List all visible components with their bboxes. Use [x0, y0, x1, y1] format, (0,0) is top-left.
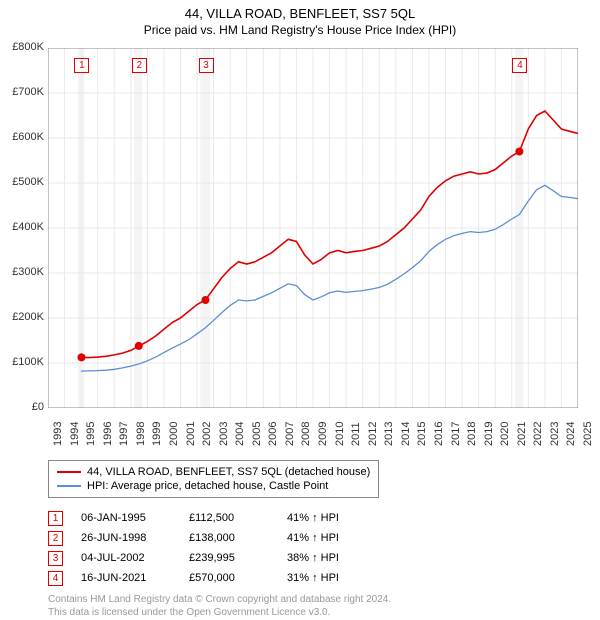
table-row: 4 16-JUN-2021 £570,000 31% ↑ HPI — [48, 568, 377, 588]
footer-line-1: Contains HM Land Registry data © Crown c… — [48, 594, 391, 607]
table-pct: 41% ↑ HPI — [287, 512, 377, 524]
x-tick-label: 2017 — [450, 422, 462, 446]
x-tick-label: 2022 — [532, 422, 544, 446]
x-tick-label: 1997 — [118, 422, 130, 446]
table-price: £138,000 — [189, 532, 269, 544]
x-tick-label: 2021 — [516, 422, 528, 446]
x-tick-label: 2001 — [185, 422, 197, 446]
table-row: 2 26-JUN-1998 £138,000 41% ↑ HPI — [48, 528, 377, 548]
marker-index-box: 1 — [74, 58, 89, 73]
x-tick-label: 2011 — [350, 422, 362, 446]
table-index-box: 2 — [48, 531, 63, 546]
table-pct: 41% ↑ HPI — [287, 532, 377, 544]
table-pct: 38% ↑ HPI — [287, 552, 377, 564]
x-tick-label: 2005 — [251, 422, 263, 446]
x-tick-label: 1996 — [102, 422, 114, 446]
x-tick-label: 2012 — [367, 422, 379, 446]
x-tick-label: 1994 — [69, 422, 81, 446]
table-index-box: 1 — [48, 511, 63, 526]
table-date: 16-JUN-2021 — [81, 572, 171, 584]
chart-area — [48, 48, 578, 408]
x-tick-label: 2018 — [466, 422, 478, 446]
table-date: 04-JUL-2002 — [81, 552, 171, 564]
table-price: £570,000 — [189, 572, 269, 584]
y-tick-label: £600K — [4, 131, 44, 143]
y-tick-label: £800K — [4, 41, 44, 53]
legend: 44, VILLA ROAD, BENFLEET, SS7 5QL (detac… — [48, 460, 379, 498]
legend-label: HPI: Average price, detached house, Cast… — [87, 480, 328, 492]
x-tick-label: 1999 — [151, 422, 163, 446]
y-tick-label: £300K — [4, 266, 44, 278]
x-tick-label: 2023 — [549, 422, 561, 446]
legend-item: HPI: Average price, detached house, Cast… — [57, 479, 370, 493]
x-tick-label: 2013 — [383, 422, 395, 446]
table-row: 1 06-JAN-1995 £112,500 41% ↑ HPI — [48, 508, 377, 528]
x-tick-label: 2007 — [284, 422, 296, 446]
table-index-box: 4 — [48, 571, 63, 586]
chart-container: { "title": "44, VILLA ROAD, BENFLEET, SS… — [0, 0, 600, 620]
x-axis-labels: 1993 1994 1995 1996 1997 1998 1999 2000 2001 2002… — [48, 412, 578, 462]
x-tick-label: 2019 — [483, 422, 495, 446]
table-pct: 31% ↑ HPI — [287, 572, 377, 584]
table-price: £239,995 — [189, 552, 269, 564]
y-tick-label: £0 — [4, 401, 44, 413]
table-index-box: 3 — [48, 551, 63, 566]
x-tick-label: 2010 — [334, 422, 346, 446]
footer-line-2: This data is licensed under the Open Gov… — [48, 607, 391, 620]
table-price: £112,500 — [189, 512, 269, 524]
marker-index-box: 2 — [132, 58, 147, 73]
x-tick-label: 2016 — [433, 422, 445, 446]
x-tick-label: 1995 — [85, 422, 97, 446]
table-date: 06-JAN-1995 — [81, 512, 171, 524]
marker-index-box: 4 — [512, 58, 527, 73]
x-tick-label: 2008 — [300, 422, 312, 446]
chart-subtitle: Price paid vs. HM Land Registry's House … — [0, 21, 600, 39]
x-tick-label: 1993 — [52, 422, 64, 446]
sales-table: 1 06-JAN-1995 £112,500 41% ↑ HPI 2 26-JUN-199… — [48, 508, 377, 588]
legend-label: 44, VILLA ROAD, BENFLEET, SS7 5QL (detac… — [87, 466, 370, 478]
y-tick-label: £200K — [4, 311, 44, 323]
chart-title: 44, VILLA ROAD, BENFLEET, SS7 5QL — [0, 0, 600, 21]
table-row: 3 04-JUL-2002 £239,995 38% ↑ HPI — [48, 548, 377, 568]
y-tick-label: £500K — [4, 176, 44, 188]
y-tick-label: £100K — [4, 356, 44, 368]
y-tick-label: £700K — [4, 86, 44, 98]
legend-item: 44, VILLA ROAD, BENFLEET, SS7 5QL (detac… — [57, 465, 370, 479]
x-tick-label: 2004 — [234, 422, 246, 446]
x-tick-label: 1998 — [135, 422, 147, 446]
table-date: 26-JUN-1998 — [81, 532, 171, 544]
marker-index-box: 3 — [199, 58, 214, 73]
x-tick-label: 2020 — [499, 422, 511, 446]
x-tick-label: 2000 — [168, 422, 180, 446]
legend-swatch — [57, 471, 81, 473]
y-tick-label: £400K — [4, 221, 44, 233]
chart-svg — [48, 48, 578, 408]
footer-attribution: Contains HM Land Registry data © Crown c… — [48, 594, 391, 619]
x-tick-label: 2025 — [582, 422, 594, 446]
x-tick-label: 2015 — [416, 422, 428, 446]
x-tick-label: 2006 — [267, 422, 279, 446]
x-tick-label: 2002 — [201, 422, 213, 446]
x-tick-label: 2003 — [218, 422, 230, 446]
x-tick-label: 2024 — [565, 422, 577, 446]
x-tick-label: 2009 — [317, 422, 329, 446]
legend-swatch — [57, 485, 81, 487]
x-tick-label: 2014 — [400, 422, 412, 446]
